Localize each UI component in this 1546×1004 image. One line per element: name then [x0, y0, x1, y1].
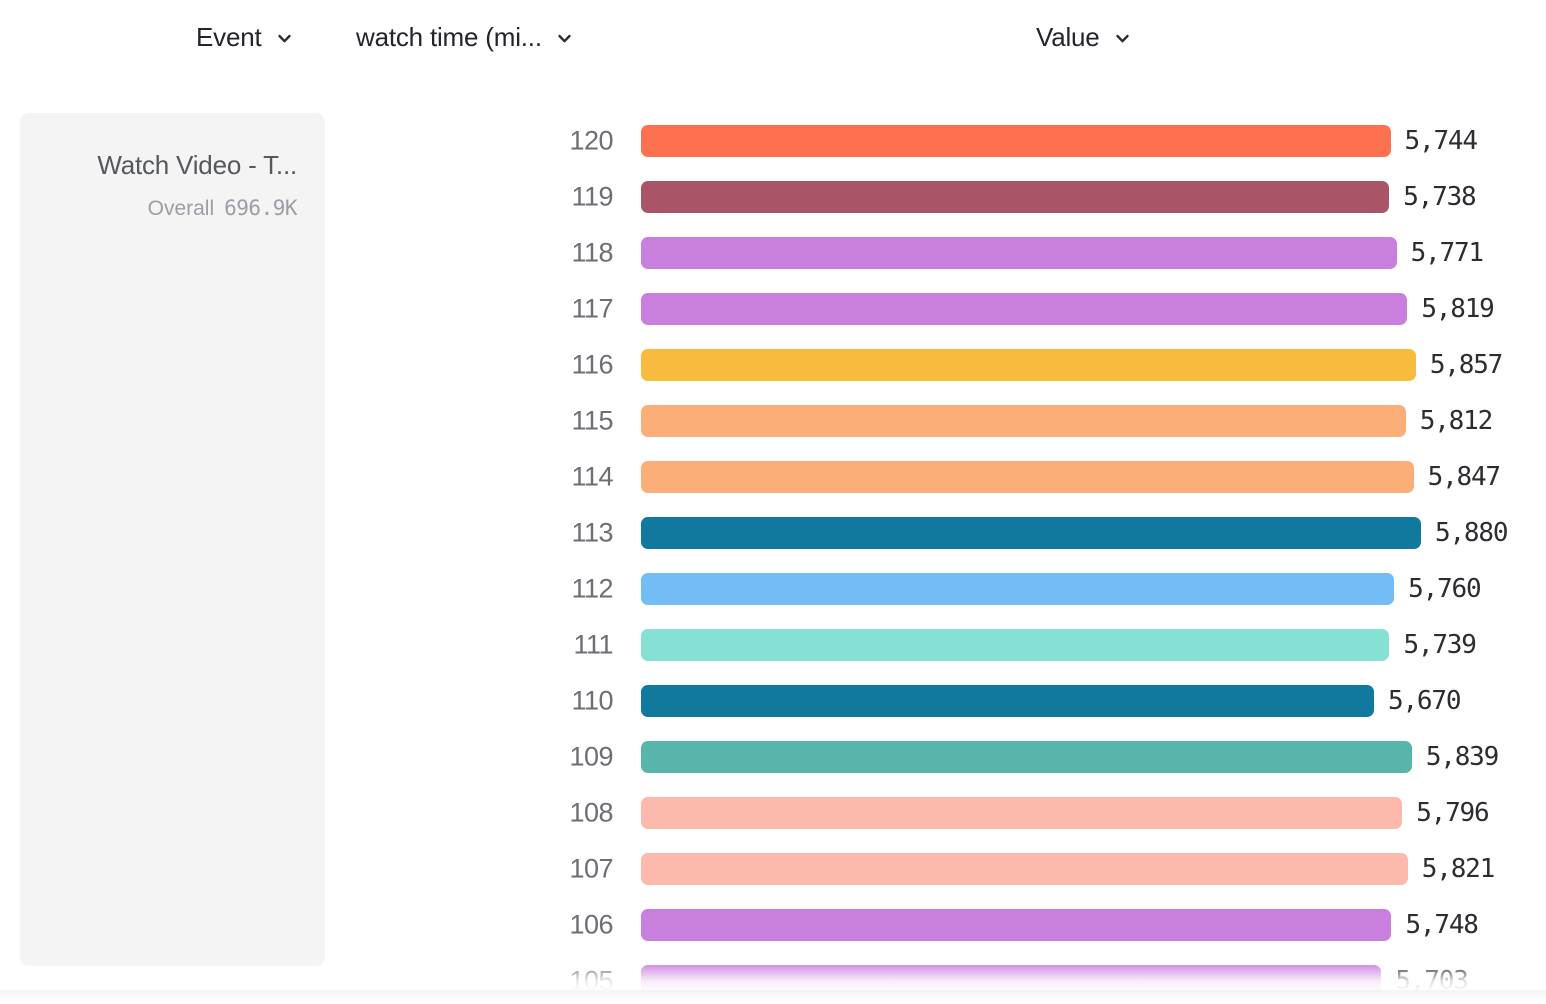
column-header-value[interactable]: Value — [1036, 22, 1132, 91]
bar-row[interactable]: 117 5,819 — [0, 281, 1546, 337]
bar-row-label: 106 — [569, 909, 613, 940]
event-group-overall-label: Overall — [147, 197, 215, 220]
bar-value-label: 5,812 — [1419, 406, 1493, 436]
bar[interactable] — [641, 461, 1414, 493]
chevron-down-icon[interactable] — [275, 29, 294, 48]
bar-row-label: 109 — [569, 741, 613, 772]
bar-value-label: 5,821 — [1421, 854, 1495, 884]
bar-value-label: 5,744 — [1404, 126, 1478, 156]
bar[interactable] — [641, 573, 1395, 605]
event-group-overall-value: 696.9K — [224, 196, 297, 220]
bar[interactable] — [641, 125, 1391, 157]
event-group-overall: Overall 696.9K — [20, 196, 298, 221]
event-group-card[interactable]: Watch Video - T... Overall 696.9K — [20, 113, 325, 966]
column-header-bar: Event watch time (mi... Value — [0, 0, 1546, 113]
bar-value-label: 5,880 — [1435, 518, 1508, 548]
bar-row[interactable]: 118 5,771 — [0, 225, 1546, 281]
bar-row[interactable]: 106 5,748 — [0, 897, 1546, 953]
bar-row[interactable]: 112 5,760 — [0, 561, 1546, 617]
bar-chart: 120 5,744 119 5,738 118 5,771 117 5,819 116 5,857… — [0, 113, 1546, 1004]
bar-value-label: 5,739 — [1403, 630, 1476, 660]
column-header-event[interactable]: Event — [196, 22, 294, 91]
bar-row[interactable]: 114 5,847 — [0, 449, 1546, 505]
bar-row-label: 114 — [571, 461, 613, 492]
bar-value-label: 5,771 — [1410, 238, 1484, 268]
bar-value-label: 5,857 — [1429, 350, 1503, 380]
bar-row[interactable]: 108 5,796 — [0, 785, 1546, 841]
bar-value-label: 5,839 — [1425, 742, 1499, 772]
bar-row-label: 118 — [571, 237, 613, 268]
bar[interactable] — [641, 293, 1408, 325]
column-header-value-label: Value — [1036, 22, 1100, 52]
bar-value-label: 5,738 — [1403, 182, 1476, 212]
bar-row[interactable]: 109 5,839 — [0, 729, 1546, 785]
column-header-watch-time-label: watch time (mi... — [356, 22, 542, 52]
bar[interactable] — [641, 405, 1406, 437]
event-group-title: Watch Video - T... — [97, 150, 297, 180]
bar-value-label: 5,819 — [1421, 294, 1494, 324]
bar-row-label: 110 — [571, 685, 613, 716]
bar-value-label: 5,847 — [1427, 462, 1501, 492]
bar[interactable] — [641, 797, 1403, 829]
bar-row[interactable]: 107 5,821 — [0, 841, 1546, 897]
bar-row-label: 105 — [569, 965, 613, 996]
bar-row-label: 111 — [573, 629, 613, 660]
bar-value-label: 5,796 — [1416, 798, 1489, 828]
chevron-down-icon[interactable] — [555, 29, 574, 48]
bar-row[interactable]: 111 5,739 — [0, 617, 1546, 673]
bar[interactable] — [641, 965, 1382, 997]
bar-row[interactable]: 113 5,880 — [0, 505, 1546, 561]
bar-value-label: 5,670 — [1388, 686, 1461, 716]
bar-row[interactable]: 119 5,738 — [0, 169, 1546, 225]
bar-row-label: 115 — [571, 405, 613, 436]
bar-row-label: 112 — [571, 573, 613, 604]
column-header-watch-time[interactable]: watch time (mi... — [356, 22, 574, 91]
bar[interactable] — [641, 181, 1390, 213]
bar-value-label: 5,748 — [1405, 910, 1478, 940]
bar-row[interactable]: 110 5,670 — [0, 673, 1546, 729]
bar-row[interactable]: 105 5,703 — [0, 953, 1546, 1004]
bar-row[interactable]: 116 5,857 — [0, 337, 1546, 393]
bar-row-label: 116 — [571, 349, 613, 380]
bar-row[interactable]: 115 5,812 — [0, 393, 1546, 449]
bar-row-label: 107 — [569, 853, 613, 884]
bar[interactable] — [641, 685, 1374, 717]
bar[interactable] — [641, 853, 1408, 885]
bar-row-label: 119 — [571, 181, 613, 212]
bar-value-label: 5,703 — [1395, 966, 1468, 996]
bar-row-label: 120 — [569, 125, 613, 156]
bar[interactable] — [641, 517, 1421, 549]
bar-row-label: 117 — [571, 293, 613, 324]
bar[interactable] — [641, 741, 1412, 773]
column-header-event-label: Event — [196, 22, 262, 52]
bar-value-label: 5,760 — [1408, 574, 1481, 604]
bar-row-label: 113 — [571, 517, 613, 548]
bar-row-label: 108 — [569, 797, 613, 828]
bar[interactable] — [641, 237, 1397, 269]
bar[interactable] — [641, 629, 1390, 661]
chevron-down-icon[interactable] — [1113, 29, 1132, 48]
bar-row[interactable]: 120 5,744 — [0, 113, 1546, 169]
bar[interactable] — [641, 909, 1392, 941]
bar[interactable] — [641, 349, 1416, 381]
